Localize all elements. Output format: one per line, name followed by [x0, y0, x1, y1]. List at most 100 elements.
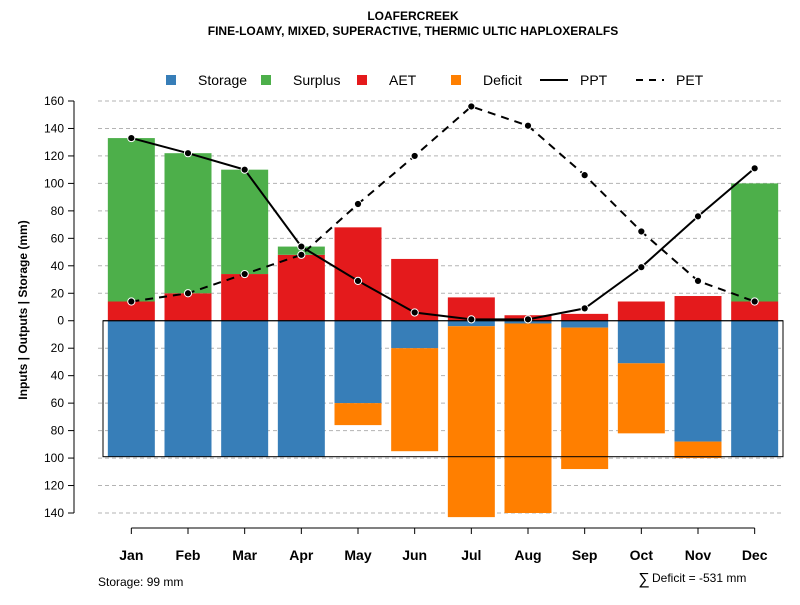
storage-bar	[391, 320, 439, 349]
x-tick-label: May	[344, 547, 371, 563]
ppt-point	[297, 242, 306, 251]
legend-item: Storage	[166, 72, 247, 88]
y-tick-label: 60	[51, 396, 65, 410]
pet-point	[580, 171, 589, 180]
y-tick-label: 120	[44, 149, 64, 163]
legend-item: AET	[357, 72, 417, 88]
legend-label: PET	[676, 72, 704, 88]
sum-icon: ∑	[638, 571, 649, 588]
storage-bar	[561, 320, 609, 328]
pet-point	[410, 151, 419, 161]
pet-point	[467, 102, 476, 111]
storage-footer: Storage: 99 mm	[98, 575, 183, 589]
pet-point	[693, 276, 703, 286]
x-tick-label: Apr	[289, 547, 314, 563]
y-tick-label: 120	[44, 479, 64, 493]
y-axis-label: Inputs | Outputs | Storage (mm)	[16, 220, 30, 399]
y-tick-label: 60	[51, 231, 65, 245]
storage-bar	[674, 320, 722, 442]
legend-label: Surplus	[293, 72, 340, 88]
aet-bar	[731, 301, 779, 321]
legend-item: Deficit	[451, 72, 522, 88]
pet-line	[131, 105, 756, 303]
storage-bar	[731, 320, 779, 457]
legend-swatch	[166, 75, 176, 85]
y-tick-label: 40	[51, 259, 65, 273]
aet-bar	[561, 313, 609, 321]
deficit-bar	[674, 441, 722, 459]
y-tick-label: 80	[51, 424, 65, 438]
x-tick-label: Oct	[630, 547, 654, 563]
legend-label: Deficit	[483, 72, 522, 88]
ppt-point	[637, 263, 646, 272]
ppt-point	[523, 315, 533, 324]
y-tick-label: 140	[44, 121, 64, 135]
legend-label: AET	[389, 72, 417, 88]
pet-point	[750, 297, 759, 306]
legend-label: PPT	[580, 72, 608, 88]
bars-group	[102, 138, 784, 518]
aet-bar	[674, 296, 722, 321]
surplus-bar	[107, 138, 155, 302]
pet-point	[240, 269, 249, 279]
storage-capacity-outline	[102, 320, 784, 458]
storage-bar	[107, 320, 155, 457]
aet-bar	[617, 301, 665, 321]
deficit-bar	[504, 323, 552, 513]
deficit-bar	[617, 363, 665, 434]
ppt-point	[693, 212, 703, 221]
ppt-point	[183, 149, 193, 158]
lines-group	[127, 102, 759, 324]
pet-point	[127, 297, 136, 306]
y-tick-label: 80	[51, 204, 65, 218]
legend-swatch	[451, 75, 461, 85]
axes-group: 160 140 120 100 80 60 40 20 0 20 40 60 80 100 120 140 Ja…	[44, 94, 768, 563]
ppt-point	[580, 304, 589, 313]
gridlines	[98, 100, 783, 514]
aet-bar	[107, 301, 155, 321]
x-tick-label: Jan	[119, 547, 143, 563]
y-tick-label: 20	[51, 286, 65, 300]
deficit-bar	[447, 326, 495, 518]
storage-bar	[334, 320, 382, 404]
legend-item: PET	[636, 72, 704, 88]
pet-point	[523, 121, 533, 130]
aet-bar	[277, 254, 325, 321]
aet-bar	[164, 293, 212, 321]
y-tick-label: 100	[44, 451, 64, 465]
ppt-point	[750, 164, 759, 173]
y-tick-label: 40	[51, 369, 65, 383]
ppt-point	[410, 308, 419, 317]
ppt-point	[127, 133, 136, 143]
storage-bar	[277, 320, 325, 457]
x-tick-label: Jul	[461, 547, 481, 563]
deficit-footer: Deficit = -531 mm	[652, 571, 746, 585]
surplus-bar	[277, 246, 325, 255]
surplus-bar	[731, 183, 779, 302]
y-tick-label: 0	[57, 314, 64, 328]
storage-bar	[164, 320, 212, 457]
ppt-point	[240, 165, 249, 174]
legend-item: Surplus	[261, 72, 340, 88]
pet-point	[297, 250, 306, 259]
x-tick-label: Sep	[572, 547, 598, 563]
x-tick-label: Jun	[402, 547, 427, 563]
deficit-bar	[391, 348, 439, 452]
ppt-point	[467, 315, 476, 324]
pet-point	[353, 199, 363, 209]
surplus-bar	[221, 169, 269, 275]
pet-point	[637, 227, 646, 236]
legend-item: PPT	[540, 72, 608, 88]
legend-swatch	[261, 75, 271, 85]
deficit-bar	[561, 327, 609, 470]
storage-bar	[617, 320, 665, 364]
legend-swatch	[357, 75, 367, 85]
y-tick-label: 160	[44, 94, 64, 108]
storage-bar	[221, 320, 269, 457]
x-tick-label: Mar	[232, 547, 257, 563]
storage-bar	[447, 320, 495, 327]
aet-bar	[447, 297, 495, 321]
y-tick-label: 100	[44, 176, 64, 190]
